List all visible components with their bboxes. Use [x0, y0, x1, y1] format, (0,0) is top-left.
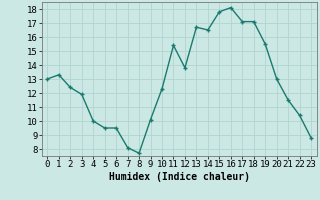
X-axis label: Humidex (Indice chaleur): Humidex (Indice chaleur): [109, 172, 250, 182]
